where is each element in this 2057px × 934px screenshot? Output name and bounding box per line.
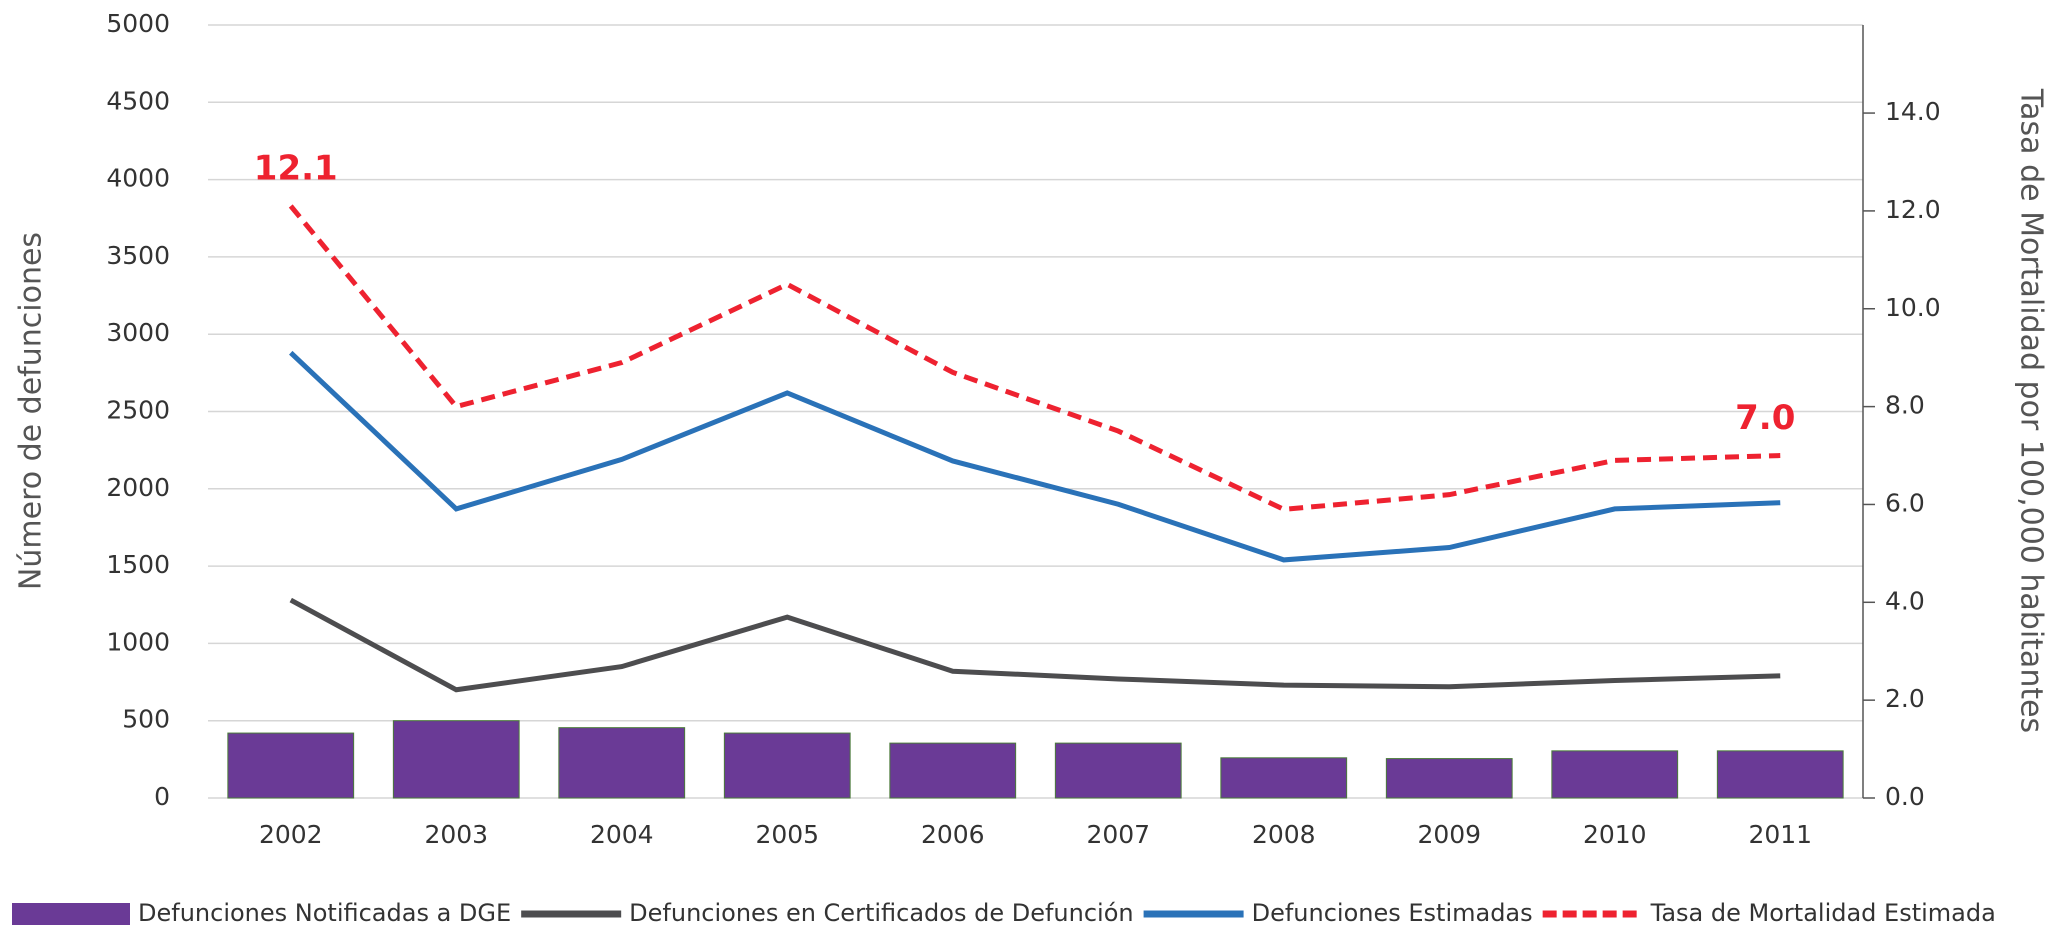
line bbox=[289, 597, 1781, 693]
y-tick-label: 0 bbox=[154, 782, 170, 811]
bar bbox=[1054, 742, 1182, 799]
y2-tick-label: 8.0 bbox=[1885, 391, 1925, 420]
y-tick-label: 1500 bbox=[106, 550, 170, 579]
y2-tick-label: 2.0 bbox=[1885, 684, 1925, 713]
y2-tick-label: 0.0 bbox=[1885, 782, 1925, 811]
x-tick-label: 2005 bbox=[755, 820, 819, 849]
line bbox=[288, 204, 1781, 512]
y2-axis-title: Tasa de Mortalidad por 100,000 habitante… bbox=[2014, 88, 2049, 733]
legend-swatch bbox=[12, 903, 130, 925]
y2-tick-label: 4.0 bbox=[1885, 586, 1925, 615]
y-tick-label: 3000 bbox=[106, 318, 170, 347]
y-axis-title: Número de defunciones bbox=[14, 232, 49, 590]
x-tick-label: 2009 bbox=[1417, 820, 1481, 849]
y-tick-label: 500 bbox=[122, 705, 170, 734]
x-tick-label: 2004 bbox=[590, 820, 654, 849]
x-tick-label: 2008 bbox=[1252, 820, 1316, 849]
y-tick-label: 3500 bbox=[106, 241, 170, 270]
line bbox=[289, 350, 1781, 563]
bar bbox=[392, 720, 520, 799]
y-tick-label: 5000 bbox=[106, 9, 170, 38]
bar bbox=[1551, 750, 1679, 799]
x-tick-label: 2002 bbox=[259, 820, 323, 849]
value-label: 12.1 bbox=[254, 149, 338, 189]
x-tick-label: 2011 bbox=[1748, 820, 1812, 849]
x-tick-label: 2006 bbox=[921, 820, 985, 849]
x-tick-label: 2003 bbox=[424, 820, 488, 849]
y-tick-label: 2500 bbox=[106, 396, 170, 425]
y-tick-label: 4000 bbox=[106, 164, 170, 193]
y-tick-label: 1000 bbox=[106, 627, 170, 656]
y2-tick-label: 10.0 bbox=[1885, 293, 1941, 322]
bar bbox=[558, 727, 686, 799]
y2-tick-label: 6.0 bbox=[1885, 488, 1925, 517]
bar bbox=[1220, 757, 1348, 799]
y2-tick-label: 12.0 bbox=[1885, 195, 1941, 224]
legend-label: Tasa de Mortalidad Estimada bbox=[1650, 899, 1996, 927]
legend-label: Defunciones Notificadas a DGE bbox=[138, 899, 511, 927]
bar bbox=[889, 742, 1017, 799]
y-tick-label: 2000 bbox=[106, 473, 170, 502]
bar bbox=[1716, 750, 1844, 799]
value-label: 7.0 bbox=[1735, 398, 1795, 438]
x-tick-label: 2007 bbox=[1086, 820, 1150, 849]
bar bbox=[723, 732, 851, 799]
bar bbox=[227, 732, 355, 799]
y2-tick-label: 14.0 bbox=[1885, 97, 1941, 126]
x-tick-label: 2010 bbox=[1583, 820, 1647, 849]
bar bbox=[1385, 758, 1513, 799]
legend-label: Defunciones Estimadas bbox=[1252, 899, 1533, 927]
legend-label: Defunciones en Certificados de Defunción bbox=[629, 899, 1133, 927]
y-tick-label: 4500 bbox=[106, 86, 170, 115]
